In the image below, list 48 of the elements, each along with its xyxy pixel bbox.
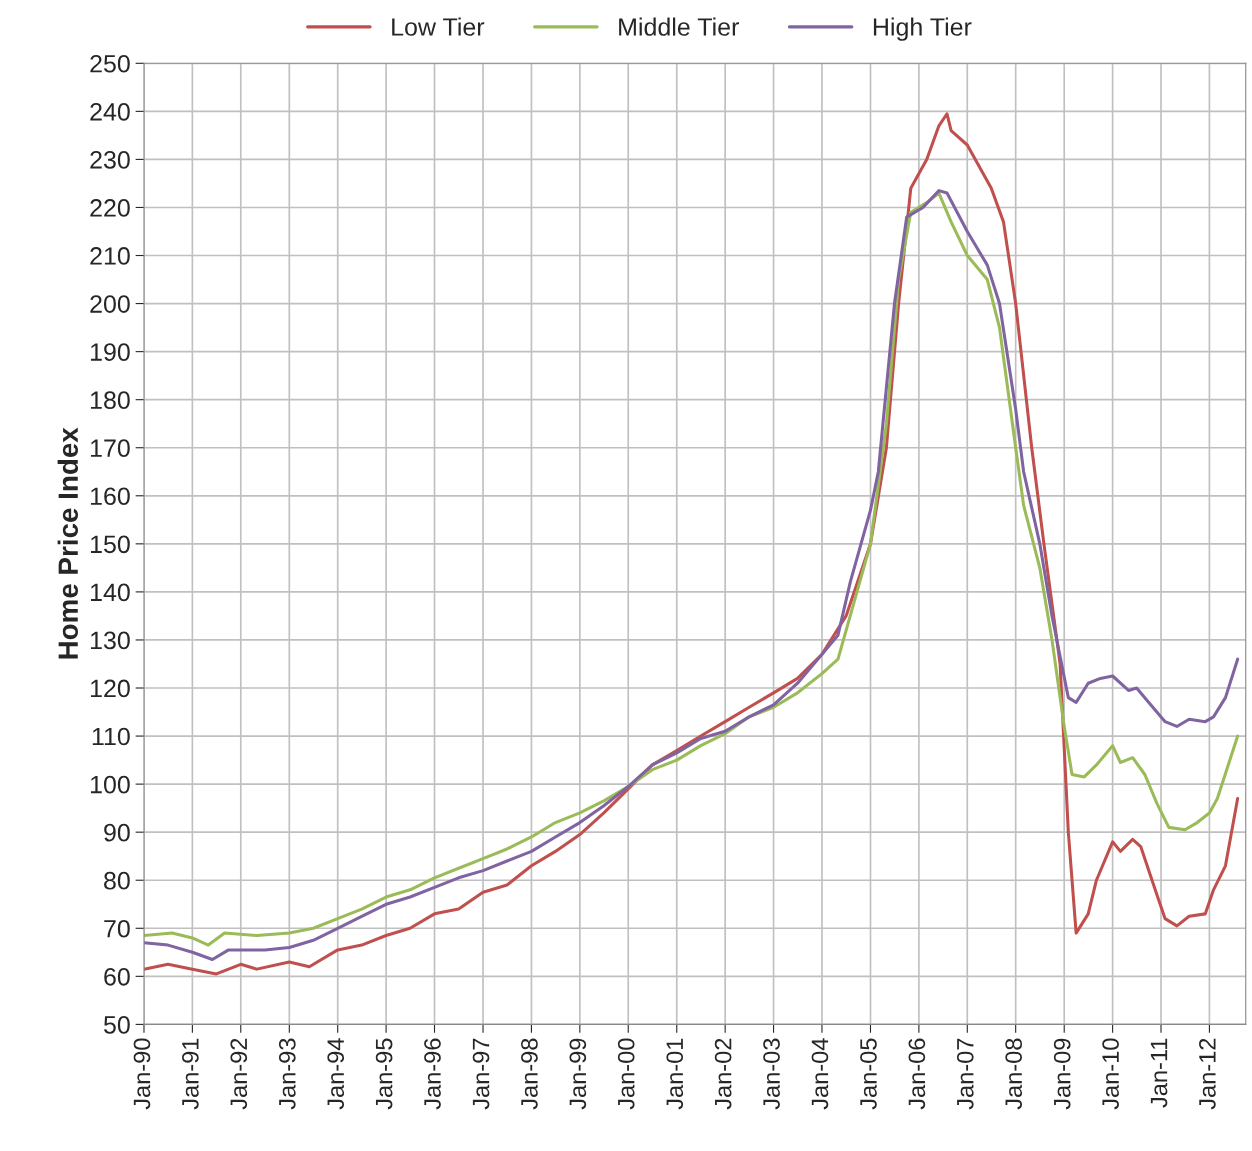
y-tick-label: 60 xyxy=(104,967,130,986)
x-tick-label: Jan-92 xyxy=(230,1038,248,1110)
x-tick-label: Jan-94 xyxy=(327,1038,345,1110)
x-tick-label: Jan-10 xyxy=(1102,1038,1119,1110)
x-tick-label: Jan-11 xyxy=(1150,1038,1168,1108)
x-tick-label: Jan-01 xyxy=(666,1038,684,1110)
y-axis-title: Home Price Index xyxy=(57,427,79,659)
y-tick-label: 240 xyxy=(90,102,130,121)
y-tick-label: 140 xyxy=(90,583,130,602)
y-tick-label: 220 xyxy=(90,199,130,217)
legend-label: Low Tier xyxy=(392,17,485,36)
x-tick-label: Jan-99 xyxy=(569,1038,587,1110)
y-tick-label: 210 xyxy=(90,247,130,265)
x-tick-label: Jan-91 xyxy=(182,1038,199,1110)
x-tick-label: Jan-08 xyxy=(1005,1038,1023,1110)
y-tick-label: 180 xyxy=(90,391,130,409)
y-tick-label: 120 xyxy=(90,679,130,698)
y-tick-label: 50 xyxy=(103,1015,130,1034)
y-tick-label: 100 xyxy=(90,775,130,794)
y-tick-label: 250 xyxy=(90,54,130,73)
y-tick-label: 90 xyxy=(104,823,130,842)
y-tick-label: 200 xyxy=(90,295,130,313)
legend-label: High Tier xyxy=(873,17,972,41)
x-tick-label: Jan-95 xyxy=(375,1038,393,1110)
x-tick-label: Jan-04 xyxy=(811,1038,829,1110)
y-tick-label: 110 xyxy=(92,727,130,746)
x-tick-label: Jan-97 xyxy=(472,1038,490,1110)
y-tick-label: 130 xyxy=(90,631,130,650)
x-tick-label: Jan-06 xyxy=(908,1038,926,1110)
y-tick-label: 160 xyxy=(90,487,130,506)
x-tick-label: Jan-12 xyxy=(1199,1038,1216,1110)
x-tick-label: Jan-98 xyxy=(521,1038,538,1110)
x-tick-label: Jan-05 xyxy=(860,1038,877,1110)
legend-label: Middle Tier xyxy=(619,17,739,36)
x-tick-label: Jan-07 xyxy=(956,1038,974,1110)
x-tick-label: Jan-93 xyxy=(278,1038,296,1110)
x-tick-label: Jan-90 xyxy=(133,1038,151,1110)
x-tick-label: Jan-03 xyxy=(763,1038,780,1110)
x-tick-label: Jan-02 xyxy=(714,1038,732,1110)
y-tick-label: 190 xyxy=(90,343,130,361)
y-tick-label: 170 xyxy=(90,439,130,458)
y-tick-label: 230 xyxy=(90,151,130,169)
y-tick-label: 80 xyxy=(104,871,130,890)
x-tick-label: Jan-09 xyxy=(1053,1038,1071,1110)
x-tick-label: Jan-96 xyxy=(424,1038,441,1110)
y-tick-label: 70 xyxy=(104,919,130,938)
x-tick-label: Jan-00 xyxy=(617,1038,635,1110)
y-tick-label: 150 xyxy=(90,535,130,554)
